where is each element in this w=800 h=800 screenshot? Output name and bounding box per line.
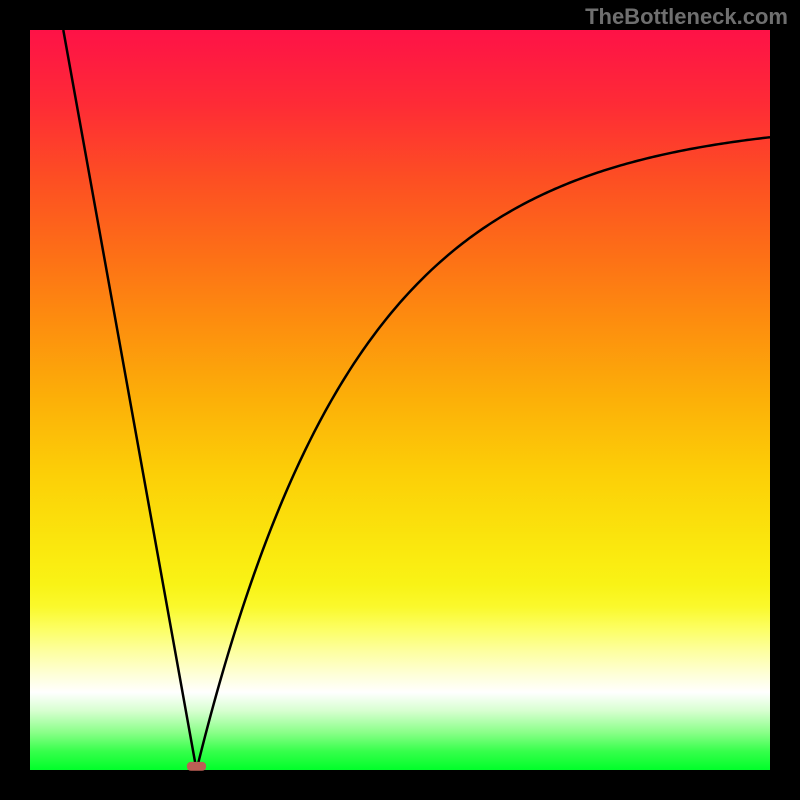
chart-container: TheBottleneck.com [0,0,800,800]
bottleneck-chart [0,0,800,800]
optimum-marker [187,762,206,771]
watermark-text: TheBottleneck.com [585,4,788,30]
